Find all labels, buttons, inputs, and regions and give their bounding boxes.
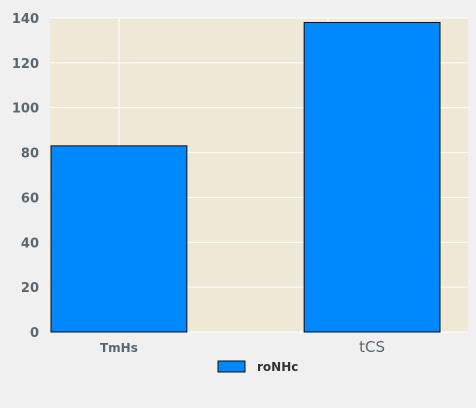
y-tick-label: 40	[21, 236, 39, 251]
y-tick-label: 0	[30, 326, 39, 341]
y-tick-label: 60	[21, 191, 39, 206]
x-tick-label: TmHs	[100, 341, 138, 355]
legend: roNHc	[217, 360, 298, 374]
bar-layer	[50, 21, 441, 333]
y-tick-label: 20	[21, 281, 39, 296]
y-tick-label: 140	[12, 12, 39, 27]
y-axis-ticks: 0 20 40 60 80 100 120 140	[12, 12, 39, 341]
legend-label: roNHc	[257, 360, 298, 374]
bar-tCS	[303, 21, 441, 333]
bar-TmHs	[50, 145, 188, 333]
legend-swatch	[217, 360, 246, 373]
y-tick-label: 100	[12, 102, 39, 117]
x-axis-ticks: TmHs tCS	[100, 338, 385, 356]
y-tick-label: 80	[21, 147, 39, 162]
x-tick-label: tCS	[359, 338, 385, 356]
y-tick-label: 120	[12, 57, 39, 72]
